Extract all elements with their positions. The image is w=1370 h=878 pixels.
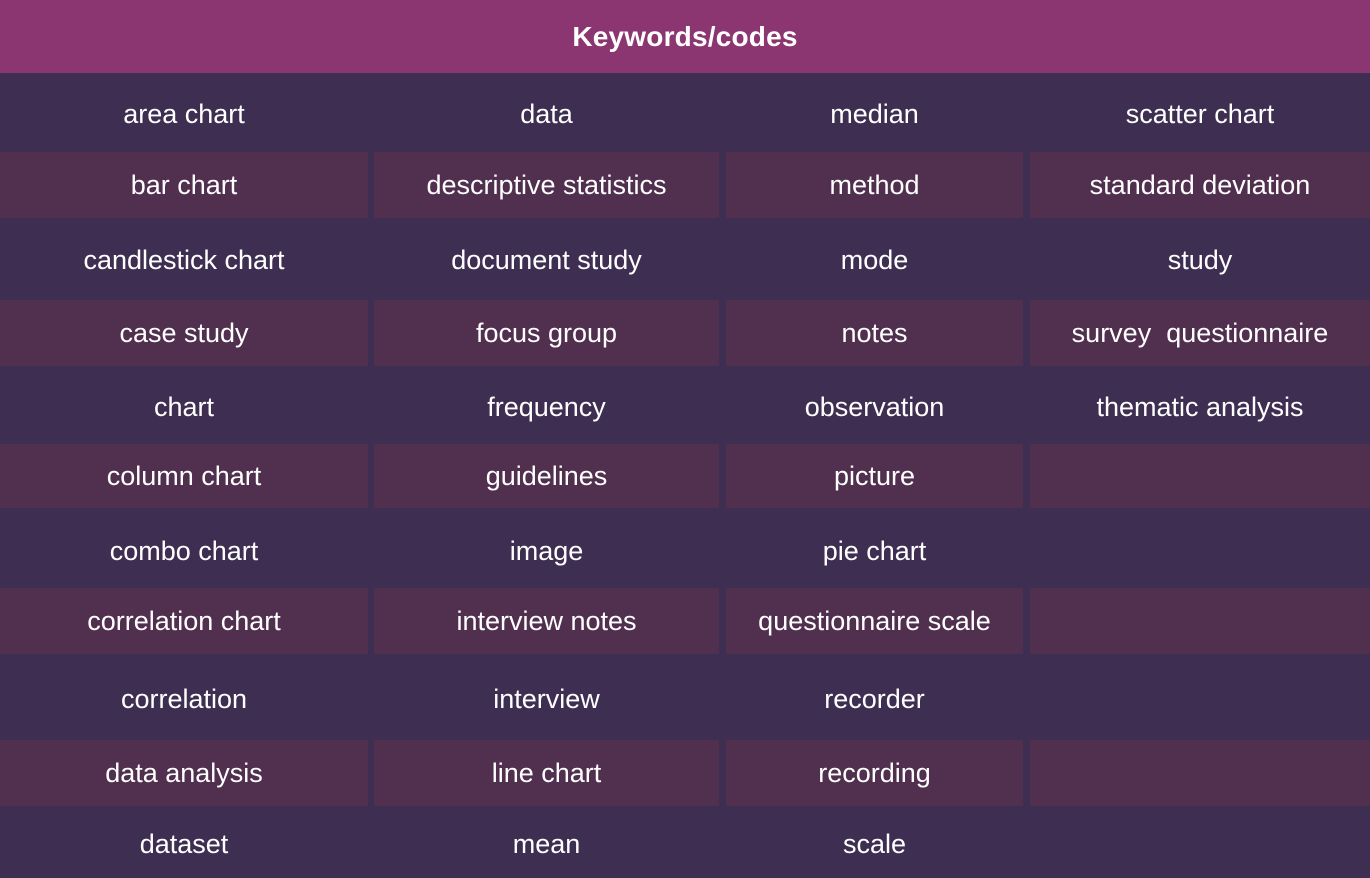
- table-cell: line chart: [374, 740, 719, 806]
- table-cell: document study: [374, 222, 719, 298]
- table-header: Keywords/codes: [0, 0, 1370, 73]
- table-cell: data: [374, 78, 719, 150]
- table-row: chart frequency observation thematic analys…: [0, 370, 1370, 444]
- table-cell: descriptive statistics: [374, 152, 719, 218]
- table-cell: method: [726, 152, 1023, 218]
- table-cell: [1030, 810, 1370, 878]
- table-cell: observation: [726, 370, 1023, 444]
- table-cell: correlation chart: [0, 588, 368, 654]
- table-row: candlestick chart document study mode study: [0, 222, 1370, 298]
- table-cell: correlation: [0, 658, 368, 740]
- table-cell: combo chart: [0, 514, 368, 588]
- table-cell: survey questionnaire: [1030, 300, 1370, 366]
- table-row: case study focus group notes survey questio…: [0, 300, 1370, 366]
- table-cell: column chart: [0, 444, 368, 508]
- table-cell: mode: [726, 222, 1023, 298]
- table-cell: image: [374, 514, 719, 588]
- table-cell: data analysis: [0, 740, 368, 806]
- table-cell: recording: [726, 740, 1023, 806]
- table-cell: interview notes: [374, 588, 719, 654]
- table-cell: dataset: [0, 810, 368, 878]
- table-row: dataset mean scale: [0, 810, 1370, 878]
- table-cell: picture: [726, 444, 1023, 508]
- table-cell: focus group: [374, 300, 719, 366]
- table-row: bar chart descriptive statistics method sta…: [0, 152, 1370, 218]
- table-cell: recorder: [726, 658, 1023, 740]
- table-row: combo chart image pie chart: [0, 514, 1370, 588]
- table-cell: [1030, 740, 1370, 806]
- table-row: correlation chart interview notes question…: [0, 588, 1370, 654]
- table-cell: mean: [374, 810, 719, 878]
- table-cell: guidelines: [374, 444, 719, 508]
- table-cell: [1030, 514, 1370, 588]
- table-cell: interview: [374, 658, 719, 740]
- table-cell: scatter chart: [1030, 78, 1370, 150]
- table-cell: [1030, 588, 1370, 654]
- table-cell: thematic analysis: [1030, 370, 1370, 444]
- table-cell: notes: [726, 300, 1023, 366]
- table-cell: questionnaire scale: [726, 588, 1023, 654]
- table-cell: scale: [726, 810, 1023, 878]
- table-cell: study: [1030, 222, 1370, 298]
- table-cell: [1030, 444, 1370, 508]
- table-cell: bar chart: [0, 152, 368, 218]
- table-row: column chart guidelines picture: [0, 444, 1370, 508]
- table-cell: [1030, 658, 1370, 740]
- table-row: correlation interview recorder: [0, 658, 1370, 740]
- table-cell: chart: [0, 370, 368, 444]
- table-title: Keywords/codes: [572, 20, 798, 52]
- table-cell: frequency: [374, 370, 719, 444]
- table-cell: standard deviation: [1030, 152, 1370, 218]
- table-cell: median: [726, 78, 1023, 150]
- table-cell: candlestick chart: [0, 222, 368, 298]
- table-cell: area chart: [0, 78, 368, 150]
- table-row: data analysis line chart recording: [0, 740, 1370, 806]
- table-cell: pie chart: [726, 514, 1023, 588]
- table-row: area chart data median scatter chart: [0, 78, 1370, 150]
- table-cell: case study: [0, 300, 368, 366]
